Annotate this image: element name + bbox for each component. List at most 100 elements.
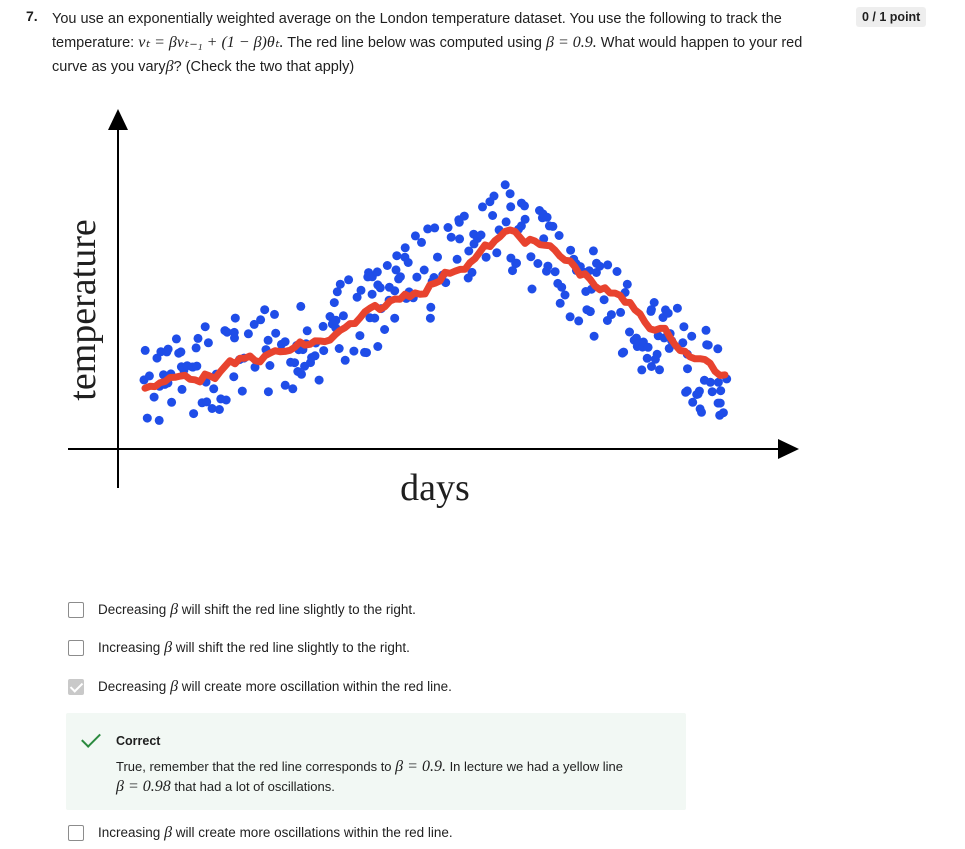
temperature-point xyxy=(318,321,328,331)
temperature-point xyxy=(516,221,526,231)
temperature-point xyxy=(375,283,385,293)
temperature-point xyxy=(713,344,723,354)
option-label: Decreasing β will create more oscillatio… xyxy=(98,678,452,695)
temperature-point xyxy=(533,259,543,268)
temperature-point xyxy=(454,217,464,227)
feedback-panel: Correct True, remember that the red line… xyxy=(66,713,686,810)
temperature-point xyxy=(616,307,626,317)
temperature-point xyxy=(288,384,298,394)
temperature-point xyxy=(395,272,405,282)
option-checkbox[interactable] xyxy=(68,640,84,656)
temperature-point xyxy=(501,217,511,227)
temperature-point xyxy=(664,343,674,353)
temperature-point xyxy=(663,308,673,318)
temperature-point xyxy=(417,237,426,247)
option-decreasing-shift-right[interactable]: Decreasing β will shift the red line sli… xyxy=(68,600,416,620)
temperature-point xyxy=(167,397,177,407)
temperature-point xyxy=(355,331,365,341)
option-label: Decreasing β will shift the red line sli… xyxy=(98,601,416,618)
temperature-point xyxy=(705,377,715,387)
temperature-point xyxy=(478,202,487,212)
temperature-point xyxy=(380,325,390,334)
question-text-a: You use an exponentially weighted averag… xyxy=(52,11,782,51)
temperature-point xyxy=(296,301,306,311)
temperature-point xyxy=(214,405,224,414)
temperature-point xyxy=(672,303,682,313)
temperature-point xyxy=(332,287,342,297)
temperature-point xyxy=(265,361,275,370)
beta-symbol: β xyxy=(165,58,174,75)
temperature-point xyxy=(595,261,605,271)
temperature-point xyxy=(319,346,329,356)
temperature-point xyxy=(452,254,462,264)
temperature-point xyxy=(603,260,613,270)
question-text: You use an exponentially weighted averag… xyxy=(52,8,812,79)
temperature-point xyxy=(500,180,510,190)
temperature-point xyxy=(382,261,392,270)
temperature-point xyxy=(678,338,688,348)
temperature-point xyxy=(142,413,152,423)
option-checkbox-checked[interactable] xyxy=(68,679,84,695)
temperature-point xyxy=(646,305,656,315)
temperature-point xyxy=(426,302,436,312)
temperature-point xyxy=(340,355,350,365)
temperature-point xyxy=(250,362,260,372)
temperature-point xyxy=(467,267,477,277)
temperature-point xyxy=(260,305,270,315)
temperature-point xyxy=(193,333,203,343)
temperature-point xyxy=(550,267,560,277)
temperature-point xyxy=(520,214,530,224)
temperature-point xyxy=(200,322,210,332)
temperature-point xyxy=(543,261,553,271)
temperature-point xyxy=(140,345,150,355)
temperature-point xyxy=(400,243,410,253)
temperature-point xyxy=(637,365,647,375)
temperature-point xyxy=(716,386,726,396)
temperature-point xyxy=(314,375,324,385)
temperature-point xyxy=(430,223,440,233)
temperature-point xyxy=(606,310,616,320)
check-icon xyxy=(81,728,101,748)
option-decreasing-more-oscillation[interactable]: Decreasing β will create more oscillatio… xyxy=(68,677,452,697)
temperature-point xyxy=(599,295,609,305)
temperature-point xyxy=(557,282,567,292)
temperature-point xyxy=(370,313,380,323)
temperature-point xyxy=(163,344,173,354)
temperature-point xyxy=(302,326,312,336)
temperature-point xyxy=(423,224,433,234)
temperature-point xyxy=(548,221,558,231)
temperature-point xyxy=(619,347,629,357)
temperature-figure: temperature days xyxy=(60,100,820,520)
temperature-point xyxy=(176,347,186,357)
temperature-point xyxy=(171,334,181,344)
temperature-point xyxy=(356,285,366,295)
temperature-point xyxy=(565,312,575,322)
ewa-formula: vₜ = βvₜ₋₁ + (1 − β)θₜ. xyxy=(138,34,284,51)
temperature-point xyxy=(508,266,517,276)
option-increasing-shift-right[interactable]: Increasing β will shift the red line sli… xyxy=(68,638,410,658)
option-increasing-more-oscillations[interactable]: Increasing β will create more oscillatio… xyxy=(68,823,453,843)
temperature-point xyxy=(612,267,622,276)
temperature-point xyxy=(271,328,281,338)
temperature-point xyxy=(679,322,689,332)
temperature-point xyxy=(390,313,400,323)
option-checkbox[interactable] xyxy=(68,602,84,618)
temperature-point xyxy=(505,189,515,199)
temperature-point xyxy=(307,353,317,362)
temperature-point xyxy=(642,353,652,363)
temperature-point xyxy=(589,331,599,341)
temperature-point xyxy=(280,380,290,390)
temperature-point xyxy=(410,231,420,241)
temperature-point xyxy=(191,343,201,353)
question-text-d: ? (Check the two that apply) xyxy=(173,59,355,75)
temperature-point xyxy=(229,372,239,382)
option-checkbox[interactable] xyxy=(68,825,84,841)
temperature-point xyxy=(707,387,717,397)
temperature-point xyxy=(249,319,259,329)
temperature-point xyxy=(697,407,706,417)
temperature-point xyxy=(622,279,632,289)
temperature-point xyxy=(373,342,383,351)
temperature-point xyxy=(625,327,634,337)
temperature-point xyxy=(207,404,217,413)
temperature-point xyxy=(506,202,516,212)
